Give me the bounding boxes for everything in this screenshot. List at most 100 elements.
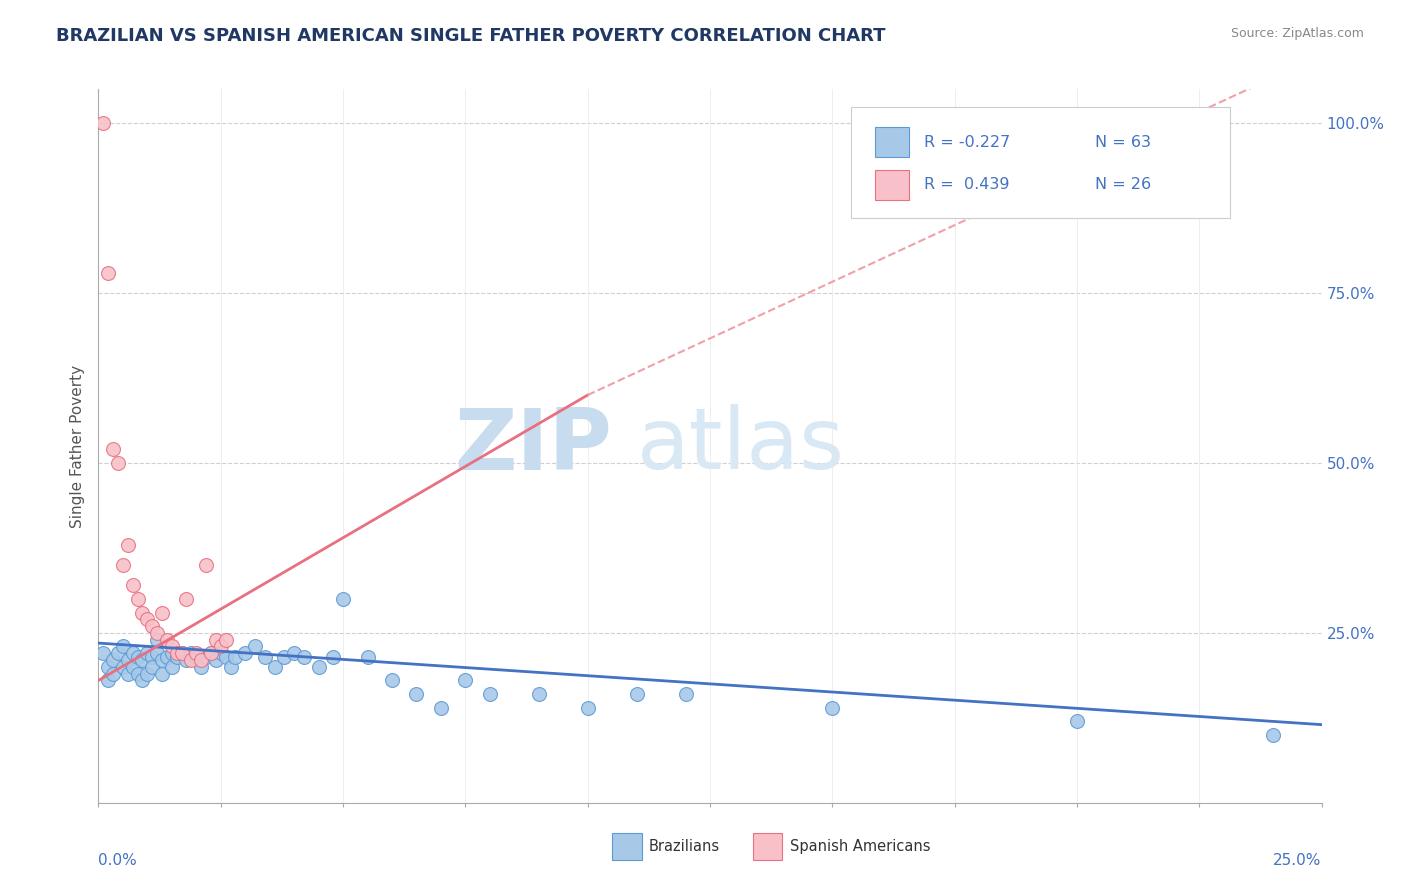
Point bbox=[107, 646, 129, 660]
Point bbox=[146, 626, 169, 640]
Point bbox=[160, 640, 183, 654]
Point bbox=[91, 116, 114, 130]
Point bbox=[205, 632, 228, 647]
Point bbox=[156, 632, 179, 647]
Y-axis label: Single Father Poverty: Single Father Poverty bbox=[70, 365, 86, 527]
Point bbox=[166, 646, 188, 660]
Point bbox=[150, 666, 173, 681]
Point bbox=[170, 646, 193, 660]
Text: Brazilians: Brazilians bbox=[650, 838, 720, 854]
Point bbox=[127, 649, 149, 664]
Point bbox=[180, 653, 202, 667]
Text: 25.0%: 25.0% bbox=[1274, 853, 1322, 868]
Point bbox=[1066, 714, 1088, 729]
Point bbox=[356, 649, 378, 664]
Bar bbox=[875, 169, 910, 200]
Point bbox=[156, 649, 179, 664]
Point bbox=[332, 591, 354, 606]
Point bbox=[454, 673, 477, 688]
Point bbox=[160, 646, 183, 660]
Point bbox=[121, 578, 143, 592]
Text: N = 63: N = 63 bbox=[1095, 135, 1152, 150]
Point bbox=[214, 632, 236, 647]
Point bbox=[209, 640, 232, 654]
Point bbox=[117, 537, 139, 551]
Point bbox=[176, 591, 198, 606]
Point bbox=[97, 266, 120, 280]
Point bbox=[576, 700, 599, 714]
Bar bbox=[875, 127, 910, 157]
Point bbox=[626, 687, 648, 701]
Text: N = 26: N = 26 bbox=[1095, 178, 1152, 193]
Point bbox=[527, 687, 550, 701]
Point bbox=[190, 653, 212, 667]
Point bbox=[200, 646, 222, 660]
Point bbox=[141, 660, 163, 674]
Point bbox=[121, 660, 143, 674]
Bar bbox=[752, 833, 782, 860]
Point bbox=[160, 660, 183, 674]
Point bbox=[195, 649, 218, 664]
Point bbox=[292, 649, 315, 664]
Point bbox=[209, 646, 232, 660]
Point bbox=[233, 646, 256, 660]
Point bbox=[131, 653, 153, 667]
Point bbox=[146, 632, 169, 647]
Point bbox=[136, 666, 159, 681]
Point bbox=[127, 666, 149, 681]
Point bbox=[131, 606, 153, 620]
Point bbox=[127, 591, 149, 606]
Point bbox=[117, 653, 139, 667]
Point bbox=[101, 442, 124, 457]
Text: BRAZILIAN VS SPANISH AMERICAN SINGLE FATHER POVERTY CORRELATION CHART: BRAZILIAN VS SPANISH AMERICAN SINGLE FAT… bbox=[56, 27, 886, 45]
Text: 0.0%: 0.0% bbox=[98, 853, 138, 868]
Point bbox=[1261, 728, 1284, 742]
Point bbox=[150, 653, 173, 667]
Point bbox=[243, 640, 266, 654]
Point bbox=[170, 646, 193, 660]
Point bbox=[101, 653, 124, 667]
Point bbox=[141, 649, 163, 664]
Point bbox=[111, 640, 134, 654]
Point bbox=[283, 646, 305, 660]
Bar bbox=[612, 833, 641, 860]
Point bbox=[107, 456, 129, 470]
Point bbox=[111, 660, 134, 674]
Point bbox=[180, 646, 202, 660]
Point bbox=[675, 687, 697, 701]
Point bbox=[186, 649, 208, 664]
Point bbox=[141, 619, 163, 633]
FancyBboxPatch shape bbox=[851, 107, 1230, 218]
Point bbox=[253, 649, 276, 664]
Point bbox=[176, 653, 198, 667]
Point bbox=[200, 646, 222, 660]
Text: atlas: atlas bbox=[637, 404, 845, 488]
Point bbox=[166, 649, 188, 664]
Text: ZIP: ZIP bbox=[454, 404, 612, 488]
Point bbox=[117, 666, 139, 681]
Point bbox=[146, 646, 169, 660]
Point bbox=[121, 646, 143, 660]
Point bbox=[308, 660, 330, 674]
Text: R = -0.227: R = -0.227 bbox=[924, 135, 1011, 150]
Point bbox=[263, 660, 285, 674]
Point bbox=[405, 687, 427, 701]
Point bbox=[430, 700, 453, 714]
Point bbox=[101, 666, 124, 681]
Point bbox=[219, 660, 242, 674]
Point bbox=[214, 649, 236, 664]
Point bbox=[322, 649, 344, 664]
Point bbox=[224, 649, 246, 664]
Point bbox=[821, 700, 844, 714]
Point bbox=[195, 558, 218, 572]
Point bbox=[136, 612, 159, 626]
Text: Spanish Americans: Spanish Americans bbox=[790, 838, 929, 854]
Point bbox=[150, 606, 173, 620]
Point bbox=[381, 673, 404, 688]
Point bbox=[186, 646, 208, 660]
Point bbox=[111, 558, 134, 572]
Point bbox=[131, 673, 153, 688]
Point bbox=[190, 660, 212, 674]
Point bbox=[97, 660, 120, 674]
Point bbox=[136, 646, 159, 660]
